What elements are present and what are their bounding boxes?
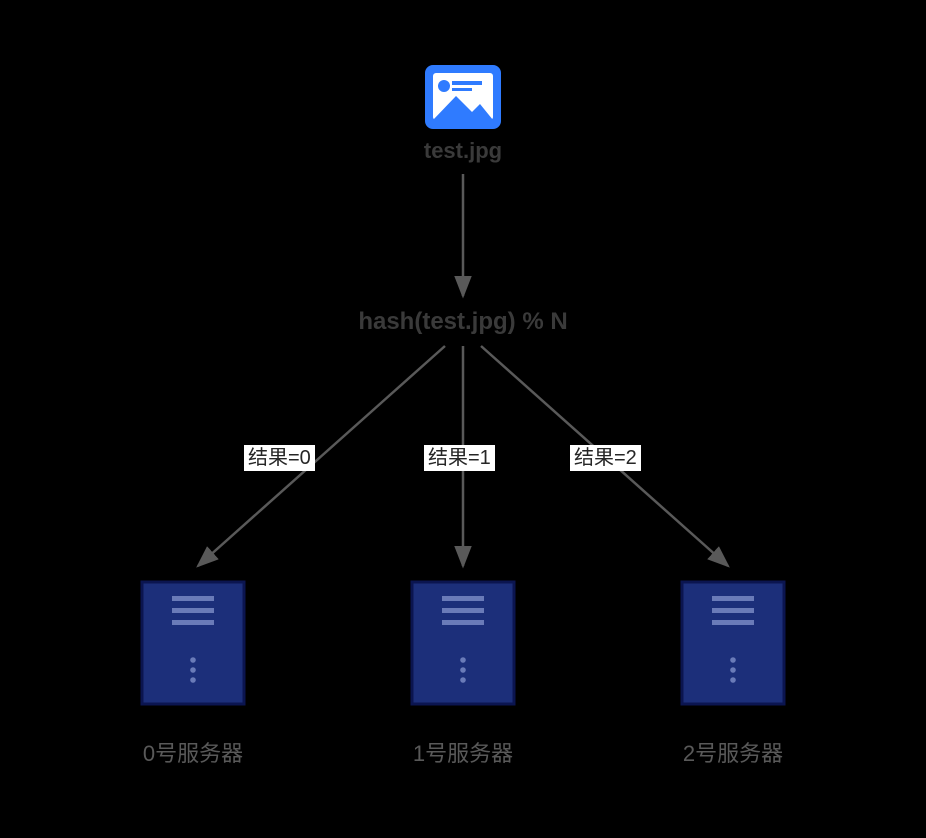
hash-label: hash(test.jpg) % N xyxy=(313,308,613,336)
server-label-2: 2号服务器 xyxy=(633,736,833,768)
edge-label-result-0: 结果=0 xyxy=(244,445,315,471)
server-label-0: 0号服务器 xyxy=(93,736,293,768)
diagram-canvas: test.jpg hash(test.jpg) % N 结果=0 结果=1 结果… xyxy=(0,0,926,838)
server-icon-2 xyxy=(678,578,788,708)
server-label-1: 1号服务器 xyxy=(363,736,563,768)
edge-label-result-2: 结果=2 xyxy=(570,445,641,471)
edge-label-result-1: 结果=1 xyxy=(424,445,495,471)
server-icon-1 xyxy=(408,578,518,708)
server-icon-0 xyxy=(138,578,248,708)
file-label: test.jpg xyxy=(363,138,563,164)
image-file-icon xyxy=(422,62,504,132)
edge-hash-to-server0 xyxy=(198,346,445,566)
